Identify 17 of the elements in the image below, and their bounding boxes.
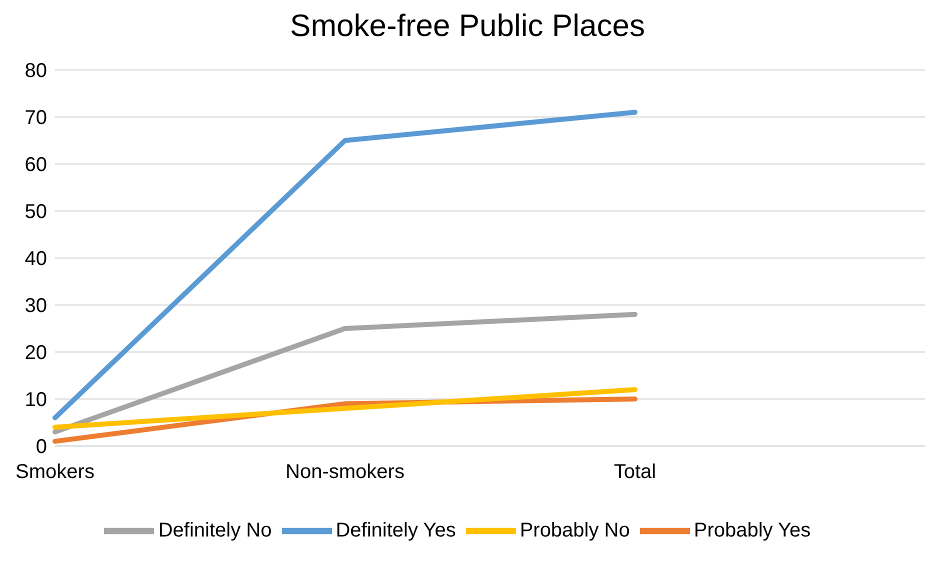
y-tick-label: 30 [24,295,47,318]
y-tick-label: 50 [24,201,47,224]
y-tick-label: 20 [24,342,47,364]
y-tick-label: 60 [24,154,47,176]
legend-label: Probably Yes [694,519,811,542]
y-tick-label: 10 [24,389,47,412]
y-tick-label: 80 [24,60,47,82]
x-tick-label: Non-smokers [286,461,404,484]
chart-title: Smoke-free Public Places [289,8,646,44]
legend-label: Definitely No [158,519,272,542]
legend-label: Definitely Yes [336,519,456,542]
legend-label: Probably No [520,519,630,542]
y-tick-label: 40 [24,248,47,270]
x-tick-label: Total [614,461,656,484]
y-tick-label: 0 [36,436,47,458]
y-tick-label: 70 [24,107,47,130]
x-tick-label: Smokers [16,461,94,484]
